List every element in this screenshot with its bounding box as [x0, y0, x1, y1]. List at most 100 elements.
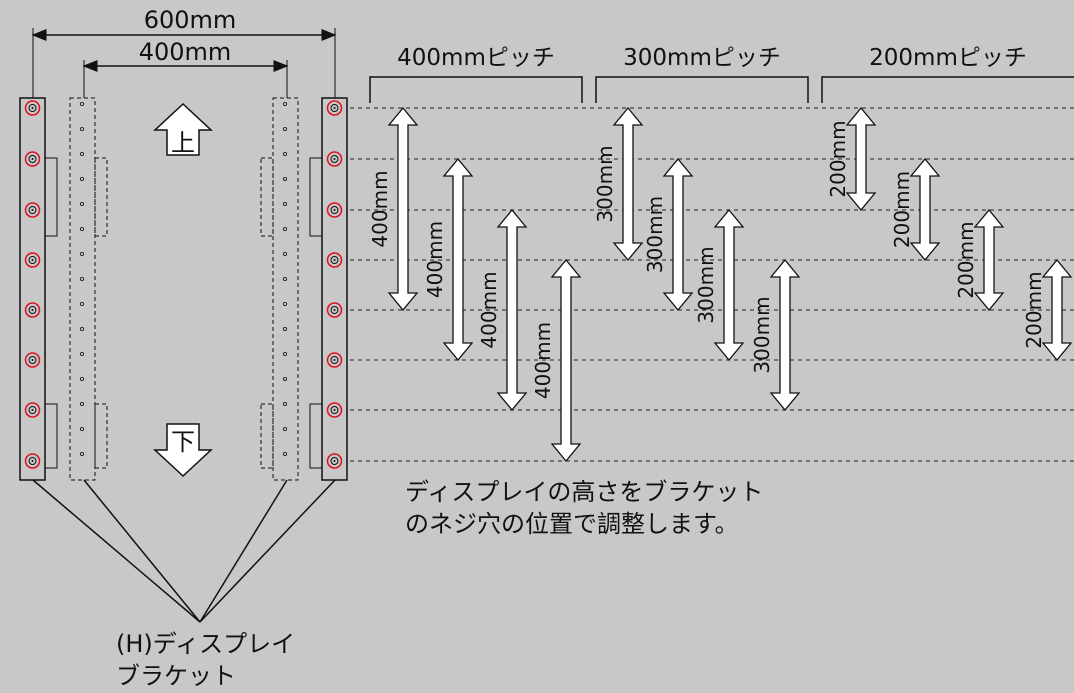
mounting-hole	[24, 202, 41, 218]
mounting-hole	[326, 402, 343, 418]
mounting-hole	[326, 352, 343, 368]
mounting-hole	[326, 252, 343, 268]
small-hole	[282, 376, 287, 381]
pitch-arrow-label: 200mm	[1022, 271, 1046, 348]
down-label: 下	[171, 428, 195, 456]
pitch-arrow-label: 300mm	[643, 196, 667, 273]
mounting-hole	[326, 151, 343, 167]
pitch-arrow: 400mm	[368, 106, 419, 312]
small-hole	[80, 151, 85, 156]
inner-bracket-holes	[80, 102, 287, 456]
height-guide-lines	[350, 107, 1074, 462]
pitch-group-300: 300mmピッチ	[595, 45, 809, 103]
small-hole	[282, 151, 287, 156]
small-hole	[282, 201, 287, 206]
small-hole	[80, 201, 85, 206]
mounting-hole	[24, 252, 41, 268]
bracket-label-line-2: ブラケット	[116, 662, 236, 690]
outer-width-dimension: 600mm	[31, 6, 337, 98]
small-hole	[282, 401, 287, 406]
mounting-hole	[24, 352, 41, 368]
small-hole	[80, 251, 85, 256]
down-arrow-icon: 下	[153, 423, 213, 478]
pitch-arrow: 300mm	[643, 157, 694, 312]
small-hole	[282, 426, 287, 431]
pitch-arrows: 400mm 400mm 400mm 400mm 300mm 300mm 300mm 300mm…	[368, 106, 1073, 463]
small-hole	[282, 251, 287, 256]
pitch-arrow: 200mm	[826, 106, 877, 212]
pitch-arrow-label: 400mm	[368, 170, 392, 247]
pitch-header-300: 300mmピッチ	[623, 45, 781, 71]
pitch-arrow-label: 200mm	[826, 120, 850, 197]
small-hole	[282, 102, 287, 107]
mounting-hole	[24, 402, 41, 418]
small-hole	[282, 276, 287, 281]
bracket-label-line-1: (H)ディスプレイ	[116, 630, 296, 658]
small-hole	[282, 301, 287, 306]
outer-bracket-slots	[44, 157, 323, 469]
right-outer-bracket	[321, 97, 348, 481]
mounting-hole	[24, 100, 41, 116]
small-hole	[80, 401, 85, 406]
small-hole	[80, 451, 85, 456]
pitch-arrow-label: 300mm	[694, 246, 718, 323]
pitch-arrow: 300mm	[750, 258, 801, 412]
small-hole	[80, 127, 85, 132]
pitch-arrow-label: 400mm	[531, 322, 555, 399]
mounting-hole	[24, 453, 41, 469]
pitch-arrow: 400mm	[423, 157, 474, 362]
left-inner-bracket	[69, 97, 108, 481]
mounting-hole	[326, 100, 343, 116]
small-hole	[80, 326, 85, 331]
mounting-hole	[326, 302, 343, 318]
pitch-arrow: 200mm	[890, 157, 941, 262]
small-hole	[282, 226, 287, 231]
pitch-arrow: 300mm	[694, 208, 745, 362]
small-hole	[282, 176, 287, 181]
pitch-header-200: 200mmピッチ	[869, 45, 1027, 71]
small-hole	[80, 276, 85, 281]
mounting-hole	[326, 202, 343, 218]
pitch-arrow: 400mm	[477, 208, 528, 412]
small-hole	[282, 326, 287, 331]
mounting-hole	[326, 453, 343, 469]
up-label: 上	[171, 129, 195, 157]
pitch-arrow-label: 400mm	[477, 271, 501, 348]
pitch-group-200: 200mmピッチ	[821, 45, 1074, 103]
pitch-arrow: 200mm	[954, 208, 1005, 312]
pitch-arrow: 300mm	[593, 106, 644, 262]
small-hole	[80, 176, 85, 181]
pitch-arrow: 200mm	[1022, 258, 1073, 362]
small-hole	[282, 351, 287, 356]
mounting-hole	[24, 302, 41, 318]
pitch-arrow-label: 200mm	[890, 171, 914, 248]
small-hole	[282, 451, 287, 456]
mounting-hole	[24, 151, 41, 167]
right-inner-bracket	[260, 97, 299, 481]
pitch-arrow-label: 200mm	[954, 221, 978, 298]
inner-width-label: 400mm	[139, 38, 232, 66]
pitch-group-400: 400mmピッチ	[369, 45, 583, 103]
pitch-header-400: 400mmピッチ	[397, 45, 555, 71]
outer-width-label: 600mm	[144, 6, 237, 34]
small-hole	[80, 301, 85, 306]
inner-width-dimension: 400mm	[82, 38, 289, 98]
pitch-arrow-label: 300mm	[593, 145, 617, 222]
left-outer-bracket	[19, 97, 46, 481]
small-hole	[80, 376, 85, 381]
pitch-arrow: 400mm	[531, 258, 582, 463]
small-hole	[80, 102, 85, 107]
bracket-leader-lines	[32, 479, 336, 623]
pitch-arrow-label: 300mm	[750, 296, 774, 373]
small-hole	[80, 226, 85, 231]
right-bracket-holes	[326, 100, 343, 469]
small-hole	[282, 127, 287, 132]
note-line-1: ディスプレイの高さをブラケット	[405, 478, 764, 506]
up-arrow-icon: 上	[153, 102, 213, 157]
small-hole	[80, 351, 85, 356]
pitch-arrow-label: 400mm	[423, 221, 447, 298]
small-hole	[80, 426, 85, 431]
left-bracket-holes	[24, 100, 41, 469]
